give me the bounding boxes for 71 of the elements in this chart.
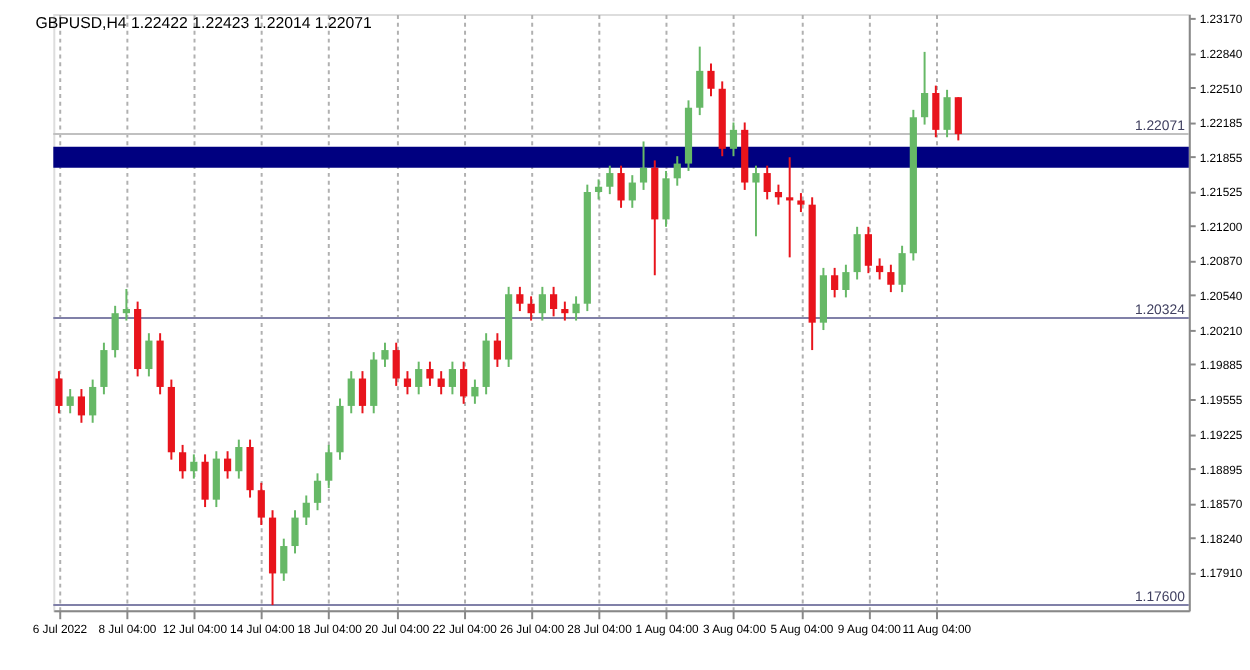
candlestick: [448, 360, 457, 396]
candlestick: [774, 183, 783, 206]
candlestick: [887, 263, 895, 294]
candlestick: [516, 285, 524, 313]
candlestick: [460, 360, 468, 405]
candlestick: [392, 341, 400, 387]
candlestick: [302, 494, 310, 526]
candlestick: [415, 360, 423, 396]
chart-title: GBPUSD,H4 1.22422 1.22423 1.22014 1.22071: [35, 14, 372, 33]
candlestick: [246, 438, 254, 499]
candlestick: [122, 287, 130, 322]
candlestick: [493, 332, 501, 368]
candlestick: [212, 450, 220, 509]
candlestick: [100, 341, 108, 396]
candlestick: [707, 62, 715, 98]
candlestick: [325, 443, 333, 490]
candlestick: [639, 140, 648, 191]
candlestick: [77, 388, 86, 424]
candlestick: [831, 266, 839, 299]
candlestick: [842, 263, 850, 299]
candlestick: [347, 370, 355, 415]
candlestick: [291, 509, 299, 555]
candlestick: [89, 378, 97, 424]
candlestick: [313, 472, 322, 512]
candlestick: [482, 332, 490, 396]
candlestick: [190, 453, 198, 480]
candlestick: [111, 304, 119, 359]
candlestick: [752, 164, 760, 238]
candlestick: [797, 192, 805, 214]
candlestick: [786, 156, 794, 259]
candlestick: [898, 244, 906, 294]
candlestick: [932, 84, 940, 139]
candlestick: [381, 341, 389, 368]
candlestick: [729, 121, 738, 158]
candlestick: [763, 164, 771, 201]
candlestick: [201, 453, 209, 509]
candlestick: [876, 257, 884, 281]
candlestick: [673, 155, 681, 187]
candlestick: [617, 164, 625, 209]
candlestick: [527, 295, 535, 322]
candlestick: [696, 45, 704, 117]
candlestick: [179, 443, 187, 480]
candlestick: [336, 397, 344, 461]
candlestick: [864, 225, 872, 275]
candlestick: [55, 370, 63, 415]
candlestick: [920, 50, 929, 126]
candlestick: [628, 174, 636, 209]
candlestick: [426, 360, 434, 387]
candlestick: [358, 370, 367, 415]
candlestick: [853, 225, 861, 281]
candlestick: [223, 450, 232, 480]
candlestick: [943, 88, 951, 139]
candlestick: [257, 481, 265, 526]
candlestick: [572, 295, 580, 322]
candlestick: [370, 351, 378, 415]
candlestick: [437, 370, 445, 396]
candlestick: [235, 438, 243, 480]
candlestick: [594, 178, 603, 201]
candlestick: [280, 537, 288, 582]
candlestick: [606, 164, 614, 196]
candlestick: [954, 96, 962, 142]
candlestick: [145, 332, 153, 378]
candlestick: [819, 266, 828, 332]
candlestick: [403, 370, 412, 396]
candlestick: [538, 285, 546, 322]
candlestick: [550, 285, 558, 318]
candlestick: [662, 169, 670, 228]
candlestick: [156, 332, 164, 396]
candlestick: [471, 378, 479, 405]
candlestick: [66, 388, 74, 415]
candlestick: [561, 300, 569, 322]
